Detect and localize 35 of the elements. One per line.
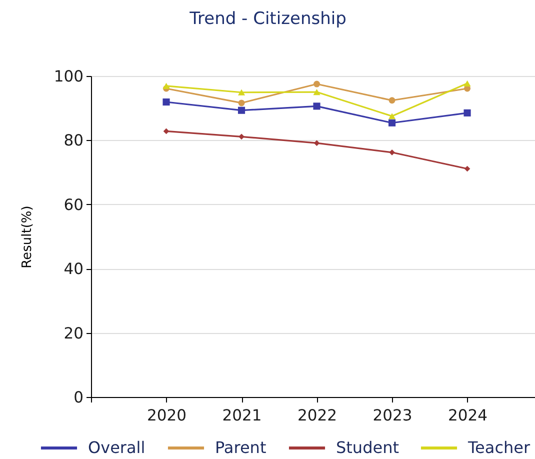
y-tick-label: 40 — [64, 260, 84, 278]
legend-label: Parent — [215, 438, 266, 457]
legend-label: Student — [336, 438, 399, 457]
x-tick-label: 2022 — [298, 406, 337, 424]
y-tick-label: 20 — [64, 324, 84, 342]
y-tick-label: 80 — [64, 132, 84, 150]
point — [464, 109, 471, 116]
point — [238, 134, 244, 140]
point — [464, 80, 471, 86]
point — [389, 149, 395, 156]
y-tick-label: 0 — [74, 388, 84, 406]
point — [388, 97, 396, 104]
y-axis-title: Result(%) — [20, 206, 35, 268]
point — [238, 89, 246, 96]
x-tick-label: 2023 — [372, 406, 412, 424]
point — [162, 98, 170, 106]
point — [313, 102, 320, 110]
x-tick-label: 2024 — [448, 406, 488, 424]
point — [464, 166, 470, 172]
x-tick-label: 2020 — [147, 406, 186, 424]
chart-title: Trend - Citizenship — [188, 9, 346, 29]
point — [313, 88, 320, 96]
legend-label: Overall — [88, 438, 146, 457]
point — [238, 100, 245, 106]
point — [314, 80, 320, 88]
point — [163, 128, 170, 134]
point — [162, 82, 170, 90]
y-tick-label: 100 — [54, 68, 84, 86]
point — [388, 119, 396, 126]
y-tick-label: 60 — [64, 196, 84, 214]
point — [388, 113, 396, 120]
legend-label: Teacher — [467, 438, 530, 457]
x-tick-label: 2021 — [222, 406, 262, 424]
point — [238, 106, 246, 114]
point — [314, 140, 320, 146]
